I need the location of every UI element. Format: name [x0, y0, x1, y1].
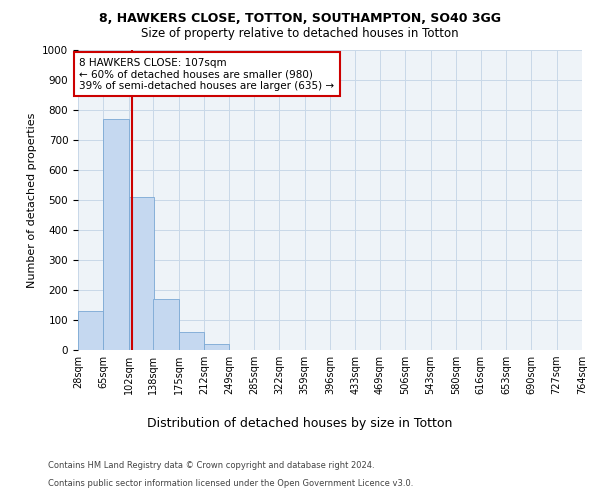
Bar	[103, 119, 128, 350]
Bar	[154, 299, 179, 350]
Text: Size of property relative to detached houses in Totton: Size of property relative to detached ho…	[141, 28, 459, 40]
Text: Contains public sector information licensed under the Open Government Licence v3: Contains public sector information licen…	[48, 478, 413, 488]
Y-axis label: Number of detached properties: Number of detached properties	[26, 112, 37, 288]
Text: 8, HAWKERS CLOSE, TOTTON, SOUTHAMPTON, SO40 3GG: 8, HAWKERS CLOSE, TOTTON, SOUTHAMPTON, S…	[99, 12, 501, 26]
Text: Contains HM Land Registry data © Crown copyright and database right 2024.: Contains HM Land Registry data © Crown c…	[48, 461, 374, 470]
Bar	[204, 344, 229, 350]
Bar	[128, 197, 154, 350]
Bar	[179, 332, 204, 350]
Bar	[78, 311, 103, 350]
Text: Distribution of detached houses by size in Totton: Distribution of detached houses by size …	[148, 418, 452, 430]
Text: 8 HAWKERS CLOSE: 107sqm
← 60% of detached houses are smaller (980)
39% of semi-d: 8 HAWKERS CLOSE: 107sqm ← 60% of detache…	[79, 58, 334, 90]
